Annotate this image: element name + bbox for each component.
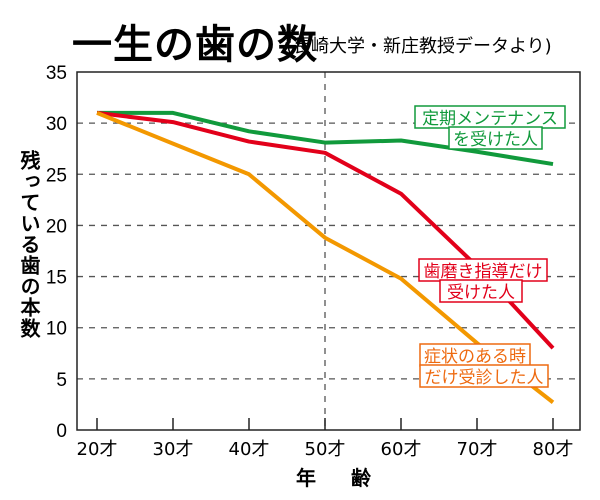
- series-label: だけ受診した人: [425, 368, 544, 388]
- y-tick-label: 35: [46, 63, 67, 84]
- y-tick-label: 10: [46, 319, 67, 340]
- series-label-box: [448, 126, 543, 150]
- series-line-0: [97, 110, 554, 167]
- y-axis-label: 残っている歯の本数: [17, 150, 41, 339]
- series-label-box: [439, 279, 523, 303]
- series-label: 症状のある時: [424, 347, 526, 367]
- plot-frame: [76, 71, 581, 431]
- y-tick-label: 0: [56, 421, 67, 442]
- x-tick-label: 60才: [381, 439, 422, 460]
- y-tick-label: 30: [46, 114, 67, 135]
- chart-title: 一生の歯の数: [72, 22, 318, 68]
- x-axis-label: 年 齢: [296, 466, 385, 490]
- y-tick-label: 5: [56, 370, 67, 391]
- chart-subtitle: (長崎大学・新庄教授データより): [286, 36, 552, 57]
- x-tick-label: 70才: [457, 439, 498, 460]
- series-label: を受けた人: [453, 130, 538, 150]
- series-label: 受けた人: [447, 283, 515, 303]
- y-tick-label: 20: [46, 216, 67, 237]
- x-tick-label: 30才: [153, 439, 194, 460]
- x-tick-label: 50才: [305, 439, 346, 460]
- series-label: 定期メンテナンス: [422, 109, 558, 129]
- y-tick-label: 15: [46, 268, 67, 289]
- y-tick-label: 25: [46, 165, 67, 186]
- series-label-box: [419, 364, 549, 388]
- x-tick-label: 20才: [77, 439, 118, 460]
- series-line-2: [96, 111, 555, 404]
- series-label: 歯磨き指導だけ: [424, 262, 543, 282]
- x-tick-label: 80才: [533, 439, 574, 460]
- x-tick-label: 40才: [229, 439, 270, 460]
